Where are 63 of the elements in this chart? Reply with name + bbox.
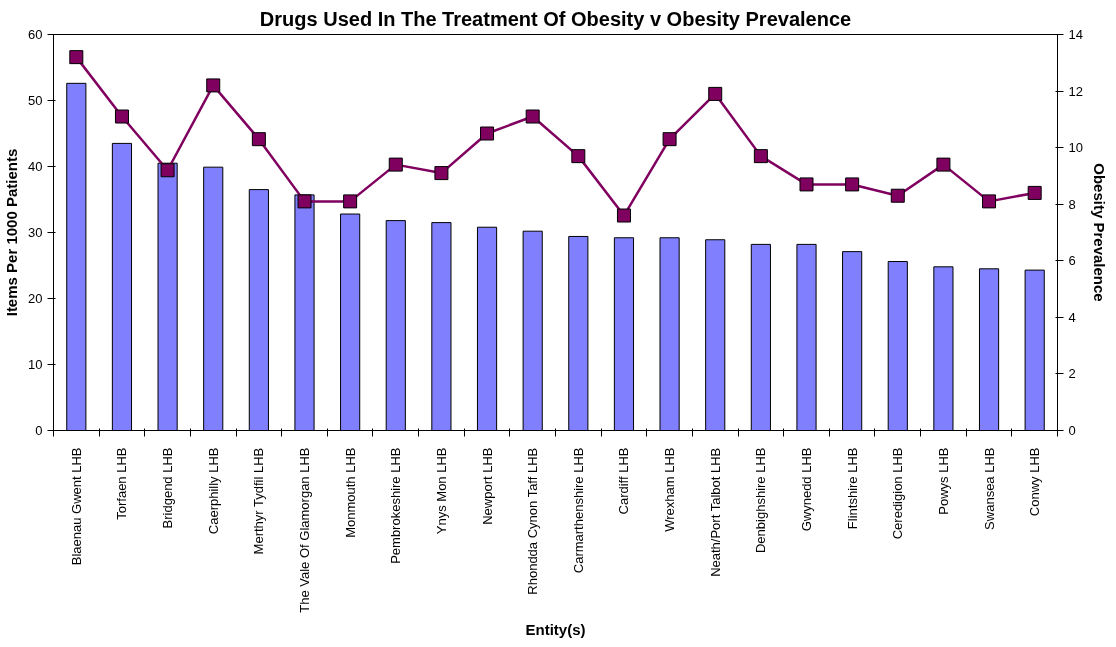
- x-tick-label: Ceredigion LHB: [890, 447, 906, 540]
- point: [982, 194, 997, 209]
- point: [890, 188, 905, 203]
- x-tick-label: Gwynedd LHB: [799, 447, 814, 532]
- point: [753, 149, 768, 164]
- x-tick-label: Bridgend LHB: [160, 447, 176, 529]
- x-tick-label: Blaenau Gwent LHB: [68, 447, 84, 566]
- point: [343, 194, 358, 209]
- point: [114, 109, 129, 124]
- point: [616, 208, 631, 223]
- x-tick-label: Powys LHB: [935, 447, 951, 515]
- x-tick-label: Newport LHB: [479, 447, 495, 525]
- y-tick-label: 40: [28, 159, 43, 174]
- x-tick-label: Wrexham LHB: [662, 447, 678, 532]
- y2-tick-label: 4: [1068, 309, 1076, 325]
- point: [297, 194, 312, 209]
- x-tick-label: Monmouth LHB: [342, 447, 358, 538]
- point: [388, 157, 403, 172]
- x-tick-label: The Vale Of Glamorgan LHB: [297, 447, 312, 613]
- y2-tick-label: 14: [1068, 27, 1083, 42]
- point: [480, 126, 495, 141]
- point: [936, 157, 951, 172]
- y2-tick-label: 2: [1068, 366, 1076, 382]
- point: [1027, 185, 1042, 200]
- chart-title: Drugs Used In The Treatment Of Obesity v Obesity Prevalence: [259, 7, 852, 30]
- x-tick-label: Rhondda Cynon Taff LHB: [525, 447, 541, 595]
- x-tick-label: Pembrokeshire LHB: [388, 447, 404, 564]
- x-tick-label: Torfaen LHB: [114, 447, 130, 520]
- y2-tick-label: 12: [1068, 83, 1083, 99]
- y-tick-label: 30: [28, 225, 43, 240]
- y2-tick-label: 8: [1068, 196, 1076, 212]
- point: [206, 78, 221, 93]
- x-tick-label: Neath/Port Talbot LHB: [707, 447, 723, 577]
- y-tick-label: 60: [28, 27, 43, 42]
- x-tick-label: Caerphilly LHB: [205, 447, 221, 535]
- point: [708, 86, 723, 101]
- x-tick-label: Flintshire LHB: [844, 447, 860, 530]
- point: [525, 109, 540, 124]
- point: [251, 132, 266, 147]
- point: [434, 166, 449, 181]
- y2-tick-label: 6: [1068, 253, 1076, 269]
- x-tick-label: Conwy LHB: [1027, 447, 1043, 517]
- x-tick-label: Carmarthenshire LHB: [570, 447, 586, 574]
- point: [571, 149, 586, 164]
- point: [799, 177, 814, 192]
- x-axis-title: Entity(s): [525, 620, 586, 638]
- y2-tick-label: 0: [1068, 423, 1076, 438]
- point: [160, 163, 175, 178]
- y-axis-title: Items Per 1000 Patients: [3, 148, 21, 317]
- y-tick-label: 20: [28, 291, 43, 306]
- y-tick-label: 10: [28, 357, 43, 372]
- y2-axis-title: Obesity Prevalence: [1090, 163, 1108, 302]
- point: [69, 50, 84, 65]
- x-tick-label: Denbighshire LHB: [753, 447, 769, 553]
- y2-tick-label: 10: [1068, 140, 1083, 156]
- y-tick-label: 50: [28, 93, 43, 108]
- x-tick-label: Cardiff LHB: [616, 447, 632, 515]
- x-tick-label: Ynys Mon LHB: [433, 447, 449, 535]
- point: [662, 132, 677, 147]
- y-tick-label: 0: [35, 423, 43, 438]
- point: [845, 177, 860, 192]
- x-tick-label: Merthyr Tydfil LHB: [251, 447, 267, 555]
- x-tick-label: Swansea LHB: [981, 447, 997, 530]
